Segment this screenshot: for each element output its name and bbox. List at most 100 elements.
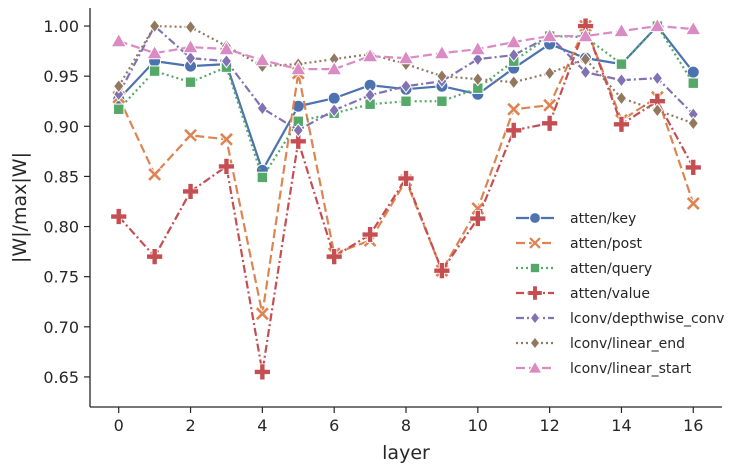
data-point	[184, 19, 197, 35]
data-point	[684, 158, 702, 176]
data-point	[325, 248, 343, 266]
data-point	[182, 38, 199, 54]
data-point	[613, 115, 630, 133]
x-tick-label: 12	[539, 416, 559, 435]
data-point	[256, 100, 269, 116]
data-point	[579, 51, 592, 67]
legend-entry: atten/key	[516, 211, 636, 227]
data-point	[146, 44, 163, 60]
data-point	[684, 20, 702, 36]
legend-entry: lconv/depthwise_conv	[516, 311, 724, 327]
data-point	[325, 60, 343, 76]
x-tick-label: 6	[329, 416, 339, 435]
data-point	[541, 27, 558, 43]
data-point	[292, 122, 304, 138]
data-point	[220, 53, 233, 69]
data-point	[218, 40, 235, 56]
data-point	[579, 64, 592, 80]
axes: 0.65 0.70 0.75 0.80 0.85 0.90 0.95 1.00 0 2 4 6 8 10 1…	[43, 8, 722, 435]
data-point	[687, 77, 699, 89]
data-point	[148, 18, 161, 34]
data-point	[651, 102, 664, 118]
data-point	[541, 114, 559, 132]
legend-label: lconv/linear_end	[570, 336, 685, 352]
data-point	[542, 97, 558, 113]
series-line	[117, 24, 695, 132]
x-tick-label: 0	[114, 416, 124, 435]
data-point	[182, 127, 199, 143]
y-tick-label: 0.65	[43, 368, 79, 387]
legend-label: lconv/depthwise_conv	[570, 311, 724, 327]
data-point	[327, 91, 341, 105]
y-axis-label: |W|/max|W|	[9, 152, 31, 263]
data-point	[436, 68, 448, 84]
data-point	[505, 33, 523, 49]
legend-label: atten/post	[570, 236, 643, 252]
data-point	[472, 71, 484, 87]
series-lconv-linear-start	[110, 17, 702, 76]
data-point	[113, 103, 125, 115]
data-point	[113, 86, 125, 102]
data-point	[469, 210, 487, 227]
y-tick-label: 0.95	[43, 67, 79, 86]
data-point	[289, 132, 307, 150]
legend: atten/key atten/post atten/query atten/valu…	[516, 211, 724, 377]
data-point	[113, 78, 125, 94]
series-atten-query	[113, 20, 699, 184]
data-point	[400, 78, 412, 94]
data-point	[110, 32, 128, 48]
legend-label: atten/key	[570, 211, 636, 227]
y-tick-label: 0.85	[43, 167, 79, 186]
series-layer	[110, 17, 702, 381]
data-point	[649, 17, 666, 33]
legend-marker	[529, 262, 541, 274]
data-point	[328, 102, 340, 118]
x-axis-label: layer	[382, 442, 430, 464]
x-tick-label: 14	[611, 416, 631, 435]
data-point	[615, 72, 628, 88]
legend-marker	[529, 311, 541, 325]
x-tick-label: 10	[468, 416, 488, 435]
series-lconv-linear-end	[113, 18, 699, 131]
legend-label: lconv/linear_start	[570, 361, 692, 377]
data-point	[685, 195, 701, 212]
data-point	[615, 58, 628, 70]
y-tick-label: 0.70	[43, 318, 79, 337]
legend-entry: atten/post	[516, 236, 643, 252]
data-point	[182, 183, 199, 200]
data-point	[433, 262, 451, 280]
data-point	[361, 226, 379, 243]
data-point	[364, 87, 376, 103]
x-tick-label: 16	[683, 416, 703, 435]
data-point	[506, 101, 522, 117]
series-line	[117, 24, 694, 125]
data-point	[289, 60, 307, 76]
data-point	[184, 50, 197, 66]
legend-marker	[529, 336, 541, 350]
legend-marker	[527, 360, 543, 374]
data-point	[184, 76, 197, 88]
legend-marker	[529, 212, 541, 224]
legend-entry: lconv/linear_end	[516, 336, 685, 352]
data-point	[146, 248, 164, 266]
data-point	[253, 363, 271, 381]
data-point	[147, 166, 163, 182]
data-point	[687, 115, 699, 131]
data-point	[433, 44, 451, 60]
x-tick-label: 8	[401, 416, 411, 435]
data-point	[613, 22, 630, 38]
legend-entry: atten/value	[516, 285, 650, 302]
data-point	[400, 95, 412, 107]
data-point	[397, 49, 415, 65]
y-tick-label: 0.75	[43, 268, 79, 287]
data-point	[110, 208, 128, 225]
data-point	[436, 95, 448, 107]
legend-marker	[528, 236, 542, 250]
legend-marker	[527, 285, 543, 301]
y-tick-label: 0.80	[43, 218, 79, 237]
data-point	[148, 65, 161, 77]
y-tick-label: 1.00	[43, 17, 79, 36]
data-point	[361, 47, 379, 63]
data-point	[218, 131, 235, 147]
